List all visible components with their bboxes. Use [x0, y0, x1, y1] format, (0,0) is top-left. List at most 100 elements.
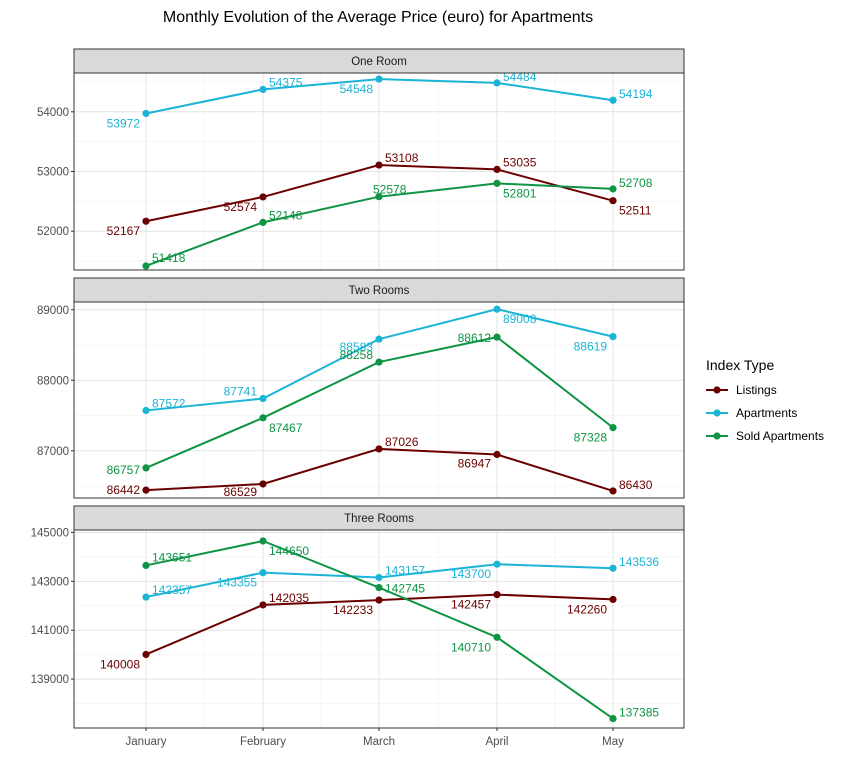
data-point-apartments	[375, 335, 383, 343]
data-label-listings: 86529	[224, 485, 258, 499]
data-point-sold-apartments	[142, 464, 150, 472]
data-label-sold-apartments: 87328	[574, 431, 608, 445]
data-point-apartments	[609, 333, 617, 341]
data-point-listings	[142, 486, 150, 494]
legend-key-point	[713, 386, 721, 394]
data-point-sold-apartments	[493, 179, 501, 187]
data-label-listings: 142035	[269, 591, 309, 605]
x-axis: January February March April May	[126, 728, 624, 748]
data-point-apartments	[259, 85, 267, 94]
data-label-sold-apartments: 86757	[107, 463, 141, 477]
data-point-listings	[142, 217, 150, 225]
facet-panels: 52000 53000 54000 One Room 52167 52574 53108 53…	[31, 48, 685, 729]
data-point-listings	[493, 165, 501, 174]
data-label-apartments: 54194	[619, 87, 653, 101]
data-label-listings: 142233	[333, 603, 373, 617]
data-label-sold-apartments: 143651	[152, 550, 192, 564]
facet-two-rooms: 87000 88000 89000 Two Rooms 86442 86529 87026 8…	[37, 277, 685, 499]
panel-border	[73, 72, 685, 271]
data-label-apartments: 54375	[269, 75, 303, 89]
data-label-sold-apartments: 52578	[373, 183, 407, 197]
data-point-apartments	[142, 593, 150, 601]
data-label-apartments: 53972	[107, 116, 141, 130]
data-label-listings: 87026	[385, 435, 419, 449]
panel-border	[73, 301, 685, 499]
data-point-listings	[259, 193, 267, 201]
data-point-apartments	[609, 96, 617, 104]
data-label-listings: 52574	[224, 200, 258, 214]
data-label-listings: 53035	[503, 155, 537, 169]
data-point-sold-apartments	[259, 537, 267, 545]
data-label-listings: 140008	[100, 657, 140, 671]
data-point-apartments	[493, 305, 501, 313]
data-label-sold-apartments: 52148	[269, 208, 303, 222]
data-label-sold-apartments: 140710	[451, 640, 491, 654]
data-point-listings	[375, 161, 383, 169]
data-point-apartments	[375, 75, 383, 83]
x-tick-label: March	[363, 736, 395, 748]
data-point-sold-apartments	[609, 714, 617, 723]
data-point-listings	[259, 480, 267, 488]
x-tick-label: February	[240, 736, 286, 748]
data-label-sold-apartments: 142745	[385, 582, 425, 596]
legend-label-apartments: Apartments	[736, 406, 797, 420]
data-label-sold-apartments: 137385	[619, 706, 659, 720]
legend-key-point	[713, 409, 721, 417]
data-point-sold-apartments	[493, 633, 501, 641]
facet-strip-label: Three Rooms	[344, 513, 414, 525]
legend: Index Type Listings Apartments Sold Apartm…	[706, 357, 824, 443]
data-label-sold-apartments: 144650	[269, 544, 309, 558]
data-label-sold-apartments: 88612	[458, 331, 492, 345]
y-tick-label: 139000	[31, 674, 69, 686]
data-label-listings: 52167	[107, 224, 141, 238]
y-tick-label: 89000	[37, 305, 69, 317]
data-label-listings: 86947	[458, 456, 492, 470]
y-tick-label: 54000	[37, 107, 69, 119]
facet-three-rooms: 139000 141000 143000 145000 Three Rooms 14000…	[31, 505, 685, 729]
y-tick-label: 88000	[37, 375, 69, 387]
data-point-sold-apartments	[609, 185, 617, 193]
data-point-listings	[375, 596, 383, 604]
data-label-apartments: 87572	[152, 396, 186, 410]
data-label-apartments: 89008	[503, 312, 537, 326]
data-point-apartments	[609, 564, 617, 572]
facet-strip-label: Two Rooms	[349, 285, 410, 297]
data-label-sold-apartments: 52708	[619, 176, 653, 190]
data-label-apartments: 142357	[152, 583, 192, 597]
data-point-listings	[493, 591, 501, 599]
data-label-apartments: 88619	[574, 340, 608, 354]
facet-strip-label: One Room	[351, 56, 407, 68]
data-label-apartments: 87741	[224, 385, 258, 399]
data-point-apartments	[493, 560, 501, 568]
data-label-apartments: 143536	[619, 555, 659, 569]
data-label-listings: 142457	[451, 598, 491, 612]
y-tick-label: 53000	[37, 167, 69, 179]
data-point-apartments	[375, 573, 383, 582]
data-point-sold-apartments	[142, 561, 150, 570]
data-point-sold-apartments	[493, 333, 501, 341]
data-point-listings	[375, 445, 383, 453]
data-label-apartments: 54484	[503, 70, 537, 84]
data-point-sold-apartments	[609, 424, 617, 432]
data-point-listings	[493, 450, 501, 459]
data-point-sold-apartments	[259, 414, 267, 422]
data-point-listings	[142, 650, 150, 659]
data-label-sold-apartments: 52801	[503, 186, 537, 200]
y-tick-label: 87000	[37, 446, 69, 458]
data-label-apartments: 88583	[340, 340, 374, 354]
legend-label-sold-apartments: Sold Apartments	[736, 429, 824, 443]
x-tick-label: April	[485, 736, 508, 748]
data-point-apartments	[142, 406, 150, 415]
data-point-sold-apartments	[375, 193, 383, 201]
chart-title: Monthly Evolution of the Average Price (…	[163, 9, 593, 26]
data-point-sold-apartments	[142, 262, 150, 270]
data-point-apartments	[493, 79, 501, 87]
data-label-listings: 53108	[385, 151, 419, 165]
data-label-listings: 52511	[619, 204, 652, 218]
data-label-sold-apartments: 87467	[269, 421, 303, 435]
data-label-listings: 86430	[619, 478, 653, 492]
y-tick-label: 145000	[31, 527, 69, 539]
legend-label-listings: Listings	[736, 383, 777, 397]
